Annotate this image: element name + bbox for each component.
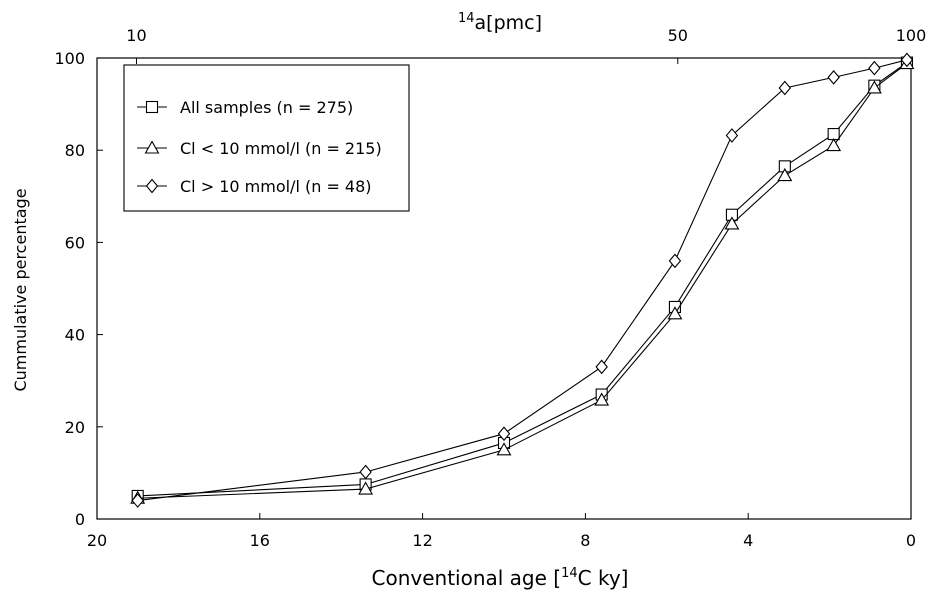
y-tick-label: 100 (54, 49, 85, 68)
data-point-diamond (668, 253, 682, 269)
data-point-diamond (725, 128, 739, 143)
data-point-diamond (778, 80, 792, 96)
data-point-diamond (497, 426, 511, 442)
top-tick-label: 10 (126, 26, 146, 45)
data-point-diamond (900, 52, 914, 68)
series-line (137, 59, 908, 502)
x-tick-label: 8 (580, 531, 590, 550)
top-tick-label: 50 (668, 26, 688, 45)
data-point-triangle (594, 392, 610, 406)
data-point-triangle (826, 137, 842, 152)
y-tick-label: 40 (65, 326, 85, 345)
series-line (137, 62, 908, 497)
x-tick-label: 16 (250, 531, 270, 550)
y-tick-label: 60 (65, 233, 85, 252)
data-point-diamond (359, 464, 372, 480)
legend-item-diamond: Cl > 10 mmol/l (n = 48) (137, 177, 372, 196)
x-tick-label: 12 (412, 531, 432, 550)
data-point-triangle (777, 167, 793, 182)
legend-marker-diamond (145, 178, 159, 194)
data-point-diamond (595, 359, 608, 375)
legend-label: Cl > 10 mmol/l (n = 48) (180, 177, 372, 196)
data-point-diamond (131, 493, 144, 508)
data-point-diamond (827, 70, 840, 85)
legend-item-square: All samples (n = 275) (137, 98, 353, 117)
data-point-triangle (667, 306, 683, 320)
x-tick-label: 4 (743, 531, 753, 550)
data-point-triangle (866, 80, 882, 94)
legend-item-triangle: Cl < 10 mmol/l (n = 215) (137, 139, 382, 158)
series-line (137, 63, 908, 499)
y-axis-title: Cummulative percentage (11, 188, 30, 391)
plot-frame (96, 57, 912, 520)
top-tick-label: 100 (896, 26, 927, 45)
legend-marker-triangle (144, 140, 160, 154)
data-point-diamond (868, 60, 881, 76)
series-diamond (131, 52, 914, 508)
x-tick-label: 20 (87, 531, 107, 550)
data-point-triangle (724, 216, 740, 230)
legend-box (123, 64, 410, 212)
data-point-triangle (358, 481, 374, 495)
legend-marker-square (145, 100, 159, 114)
legend-label: Cl < 10 mmol/l (n = 215) (180, 139, 382, 158)
series-triangle (130, 55, 915, 504)
legend: All samples (n = 275) Cl < 10 mmol/l (n =… (123, 64, 410, 212)
data-point-square (827, 128, 840, 141)
x-tick-label: 0 (906, 531, 916, 550)
legend-label: All samples (n = 275) (180, 98, 353, 117)
x-axis-title: Conventional age [14C ky] (372, 566, 629, 590)
y-tick-label: 80 (65, 141, 85, 160)
y-tick-label: 20 (65, 418, 85, 437)
y-tick-label: 0 (75, 510, 85, 529)
data-point-triangle (496, 442, 512, 456)
top-axis-title: 14a[pmc] (458, 11, 542, 34)
